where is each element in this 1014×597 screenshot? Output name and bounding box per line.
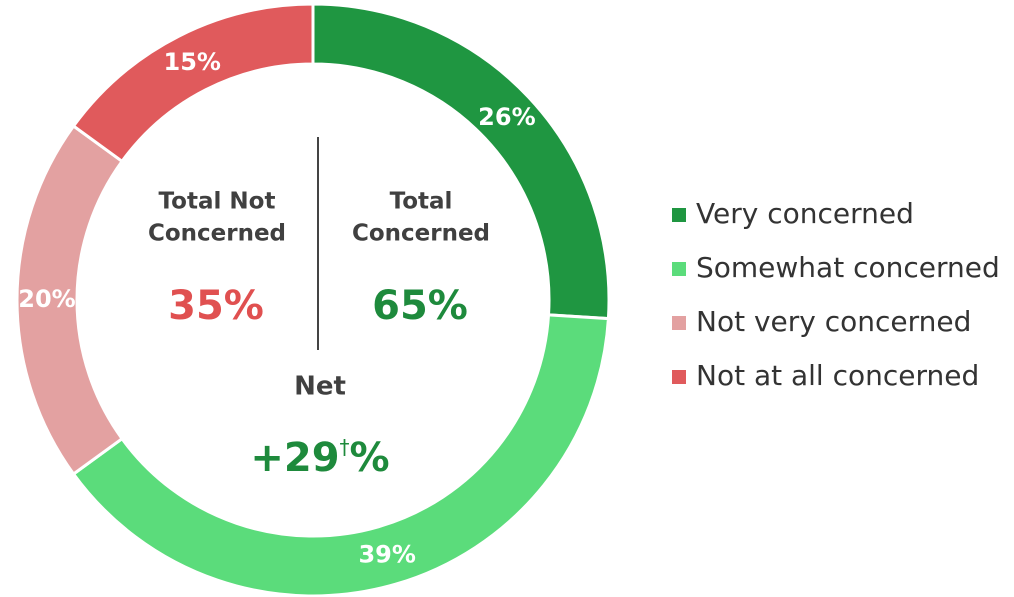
right-label: Total [390, 189, 453, 215]
left-value: 35% [168, 283, 264, 329]
right-value: 65% [372, 283, 468, 329]
legend-swatch [672, 370, 686, 384]
segment-label: 20% [18, 285, 75, 313]
legend-swatch [672, 262, 686, 276]
legend-label: Very concerned [696, 197, 914, 230]
legend-label: Not very concerned [696, 305, 971, 338]
net-mark: † [340, 435, 350, 459]
segment-label: 15% [164, 48, 221, 76]
net-number: +29 [250, 435, 339, 481]
donut-segment [71, 2, 315, 164]
legend-label: Not at all concerned [696, 359, 979, 392]
donut-segment [311, 2, 611, 321]
segment-label: 26% [478, 103, 535, 131]
donut-segment [71, 313, 611, 597]
left-label: Total Not [159, 189, 276, 215]
segment-label: 39% [358, 540, 415, 568]
left-label: Concerned [148, 221, 286, 247]
net-value: +29†% [250, 435, 389, 482]
legend-label: Somewhat concerned [696, 251, 1000, 284]
net-unit: % [350, 435, 390, 481]
net-label: Net [294, 372, 346, 402]
legend-swatch [672, 316, 686, 330]
legend-swatch [672, 208, 686, 222]
right-label: Concerned [352, 221, 490, 247]
